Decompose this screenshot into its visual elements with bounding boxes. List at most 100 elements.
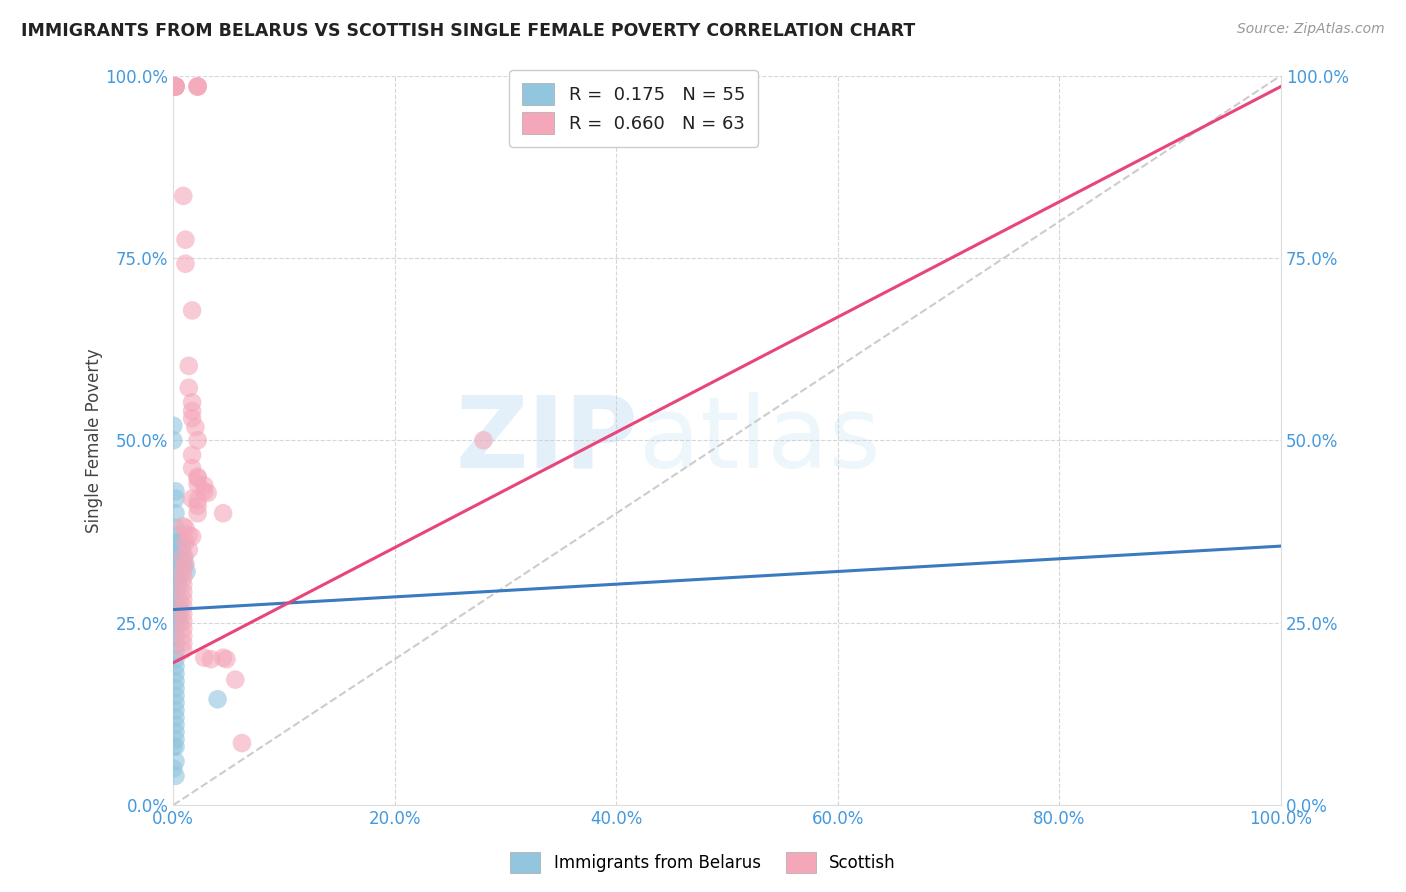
- Point: [174, 535, 197, 549]
- Point: [165, 521, 187, 535]
- Point: [165, 491, 187, 506]
- Text: atlas: atlas: [638, 392, 880, 489]
- Point: [716, 69, 738, 83]
- Point: [172, 535, 194, 549]
- Point: [172, 614, 194, 628]
- Point: [167, 608, 190, 623]
- Point: [167, 572, 190, 586]
- Point: [167, 601, 190, 615]
- Point: [187, 470, 209, 484]
- Point: [165, 623, 187, 637]
- Point: [172, 607, 194, 621]
- Point: [207, 692, 229, 706]
- Point: [181, 461, 204, 475]
- Point: [167, 528, 190, 542]
- Point: [181, 448, 204, 462]
- Legend: Immigrants from Belarus, Scottish: Immigrants from Belarus, Scottish: [503, 846, 903, 880]
- Point: [212, 506, 235, 520]
- Point: [187, 79, 209, 94]
- Point: [165, 666, 187, 681]
- Point: [172, 578, 194, 592]
- Point: [177, 528, 200, 542]
- Point: [177, 542, 200, 557]
- Point: [187, 79, 209, 94]
- Point: [165, 754, 187, 768]
- Point: [174, 257, 197, 271]
- Point: [187, 79, 209, 94]
- Point: [187, 493, 209, 508]
- Point: [165, 681, 187, 696]
- Point: [165, 79, 187, 94]
- Point: [181, 404, 204, 418]
- Point: [167, 535, 190, 549]
- Point: [197, 485, 219, 500]
- Point: [165, 572, 187, 586]
- Point: [231, 736, 253, 750]
- Point: [172, 636, 194, 650]
- Point: [172, 519, 194, 533]
- Point: [172, 549, 194, 564]
- Point: [472, 434, 495, 448]
- Point: [172, 599, 194, 614]
- Point: [187, 499, 209, 513]
- Point: [165, 79, 187, 94]
- Point: [162, 762, 184, 776]
- Point: [173, 549, 195, 564]
- Point: [172, 189, 194, 203]
- Point: [172, 629, 194, 643]
- Point: [162, 739, 184, 754]
- Point: [181, 530, 204, 544]
- Point: [167, 615, 190, 630]
- Point: [174, 558, 197, 572]
- Point: [165, 645, 187, 659]
- Point: [167, 558, 190, 572]
- Text: Source: ZipAtlas.com: Source: ZipAtlas.com: [1237, 22, 1385, 37]
- Point: [165, 542, 187, 557]
- Point: [212, 650, 235, 665]
- Point: [173, 558, 195, 572]
- Point: [165, 558, 187, 572]
- Point: [165, 652, 187, 666]
- Point: [167, 549, 190, 564]
- Point: [172, 643, 194, 657]
- Point: [187, 471, 209, 485]
- Point: [193, 478, 215, 492]
- Y-axis label: Single Female Poverty: Single Female Poverty: [86, 348, 103, 533]
- Point: [172, 622, 194, 636]
- Point: [167, 594, 190, 608]
- Point: [165, 630, 187, 644]
- Text: IMMIGRANTS FROM BELARUS VS SCOTTISH SINGLE FEMALE POVERTY CORRELATION CHART: IMMIGRANTS FROM BELARUS VS SCOTTISH SING…: [21, 22, 915, 40]
- Point: [165, 594, 187, 608]
- Point: [165, 79, 187, 94]
- Point: [181, 411, 204, 425]
- Point: [165, 615, 187, 630]
- Point: [200, 652, 222, 666]
- Point: [174, 521, 197, 535]
- Point: [165, 739, 187, 754]
- Point: [165, 703, 187, 717]
- Point: [165, 579, 187, 593]
- Point: [165, 769, 187, 783]
- Point: [165, 586, 187, 600]
- Point: [162, 434, 184, 448]
- Point: [165, 484, 187, 499]
- Point: [167, 579, 190, 593]
- Point: [167, 565, 190, 579]
- Point: [162, 418, 184, 433]
- Point: [172, 592, 194, 607]
- Point: [172, 585, 194, 599]
- Point: [167, 542, 190, 557]
- Point: [187, 506, 209, 520]
- Point: [187, 477, 209, 491]
- Point: [172, 542, 194, 557]
- Point: [174, 233, 197, 247]
- Point: [165, 710, 187, 724]
- Point: [165, 725, 187, 739]
- Point: [181, 303, 204, 318]
- Point: [187, 434, 209, 448]
- Point: [165, 674, 187, 689]
- Point: [165, 638, 187, 652]
- Point: [165, 718, 187, 732]
- Point: [224, 673, 246, 687]
- Text: ZIP: ZIP: [456, 392, 638, 489]
